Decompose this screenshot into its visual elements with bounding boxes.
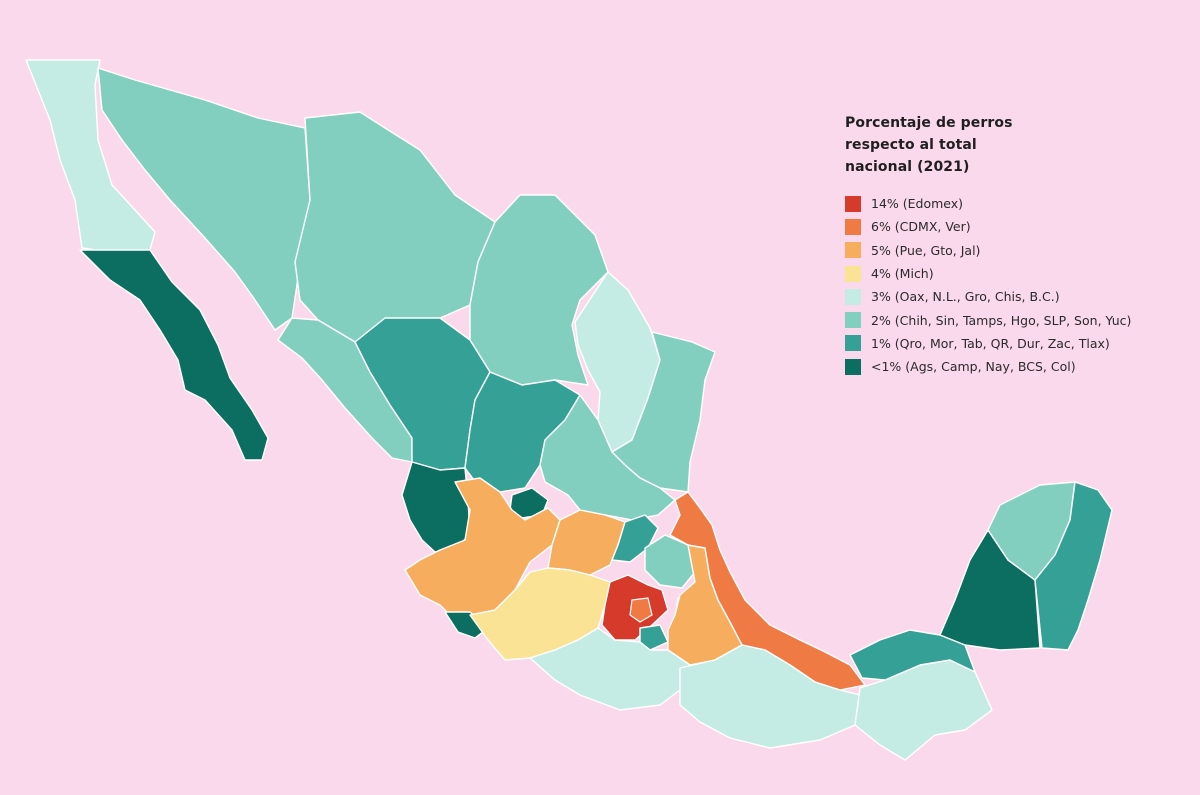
legend-label: 6% (CDMX, Ver) xyxy=(871,219,971,235)
legend-label: <1% (Ags, Camp, Nay, BCS, Col) xyxy=(871,359,1076,375)
region-hidalgo xyxy=(644,534,696,589)
legend-swatch xyxy=(845,358,861,375)
region-morelos xyxy=(639,624,669,651)
legend-item: 2% (Chih, Sin, Tamps, Hgo, SLP, Son, Yuc… xyxy=(845,308,1190,331)
legend-item: 4% (Mich) xyxy=(845,262,1190,285)
region-baja-california-sur xyxy=(79,249,269,461)
legend-label: 4% (Mich) xyxy=(871,266,934,282)
legend-items: 14% (Edomex) 6% (CDMX, Ver) 5% (Pue, Gto, … xyxy=(845,192,1190,378)
region-quintana-roo xyxy=(1034,481,1113,651)
legend-label: 5% (Pue, Gto, Jal) xyxy=(871,242,981,258)
region-zacatecas xyxy=(464,371,581,493)
legend-label: 3% (Oax, N.L., Gro, Chis, B.C.) xyxy=(871,289,1060,305)
legend-swatch xyxy=(845,265,861,282)
legend-swatch xyxy=(845,312,861,329)
legend-item: <1% (Ags, Camp, Nay, BCS, Col) xyxy=(845,355,1190,378)
legend-swatch xyxy=(845,335,861,352)
legend-swatch xyxy=(845,195,861,212)
region-chihuahua xyxy=(294,111,496,343)
legend-label: 2% (Chih, Sin, Tamps, Hgo, SLP, Son, Yuc… xyxy=(871,312,1132,328)
legend-item: 5% (Pue, Gto, Jal) xyxy=(845,239,1190,262)
legend-item: 1% (Qro, Mor, Tab, QR, Dur, Zac, Tlax) xyxy=(845,332,1190,355)
legend-swatch xyxy=(845,288,861,305)
legend-swatch xyxy=(845,242,861,259)
map-legend: Porcentaje de perros respecto al total n… xyxy=(845,112,1190,378)
legend-title: Porcentaje de perros respecto al total n… xyxy=(845,115,1013,175)
legend-label: 1% (Qro, Mor, Tab, QR, Dur, Zac, Tlax) xyxy=(871,335,1110,351)
region-guanajuato xyxy=(547,509,626,576)
legend-item: 6% (CDMX, Ver) xyxy=(845,215,1190,238)
legend-swatch xyxy=(845,218,861,235)
legend-label: 14% (Edomex) xyxy=(871,196,964,212)
region-tabasco xyxy=(849,629,976,681)
region-sonora xyxy=(97,67,311,331)
region-guerrero xyxy=(529,627,691,711)
region-coahuila xyxy=(469,194,609,386)
legend-item: 14% (Edomex) xyxy=(845,192,1190,215)
region-queretaro xyxy=(611,514,659,563)
region-cdmx xyxy=(629,597,653,623)
legend-item: 3% (Oax, N.L., Gro, Chis, B.C.) xyxy=(845,285,1190,308)
